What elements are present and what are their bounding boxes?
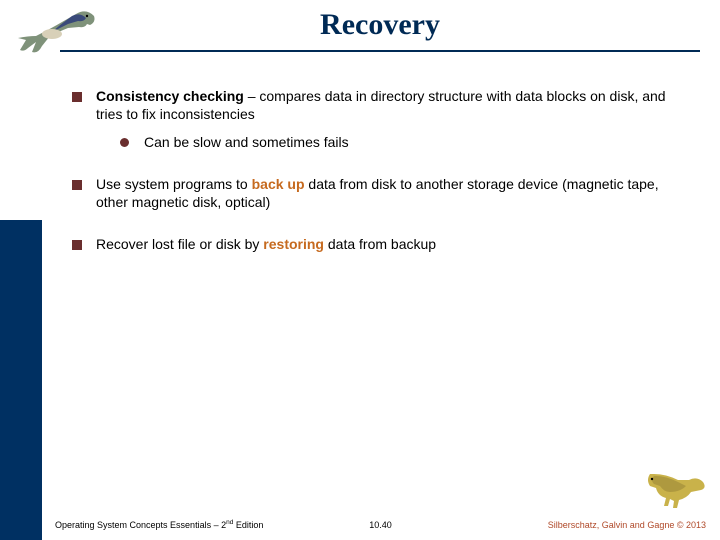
text-run: back up [252,176,305,192]
dinosaur-bottom-icon [644,468,708,510]
text-run: data from backup [324,236,436,252]
slide: Recovery Consistency checking – compares… [0,0,720,540]
bullet-l1: Recover lost file or disk by restoring d… [72,236,682,254]
text-run: restoring [263,236,324,252]
title-rule [60,50,700,52]
footer-right: Silberschatz, Galvin and Gagne © 2013 [548,520,706,530]
footer: Operating System Concepts Essentials – 2… [55,514,706,530]
left-sidebar [0,0,42,540]
sidebar-bottom [0,220,42,540]
text-run: Consistency checking [96,88,244,104]
content-area: Consistency checking – compares data in … [72,88,682,277]
bullet-l1: Consistency checking – compares data in … [72,88,682,152]
text-run: Recover lost file or disk by [96,236,263,252]
bullet-l2: Can be slow and sometimes fails [120,134,682,152]
slide-title: Recovery [100,8,660,42]
bullet-l1: Use system programs to back up data from… [72,176,682,212]
text-run: Use system programs to [96,176,252,192]
text-run: Can be slow and sometimes fails [144,134,349,150]
title-wrap: Recovery [100,8,660,42]
dinosaur-top-icon [14,6,100,56]
